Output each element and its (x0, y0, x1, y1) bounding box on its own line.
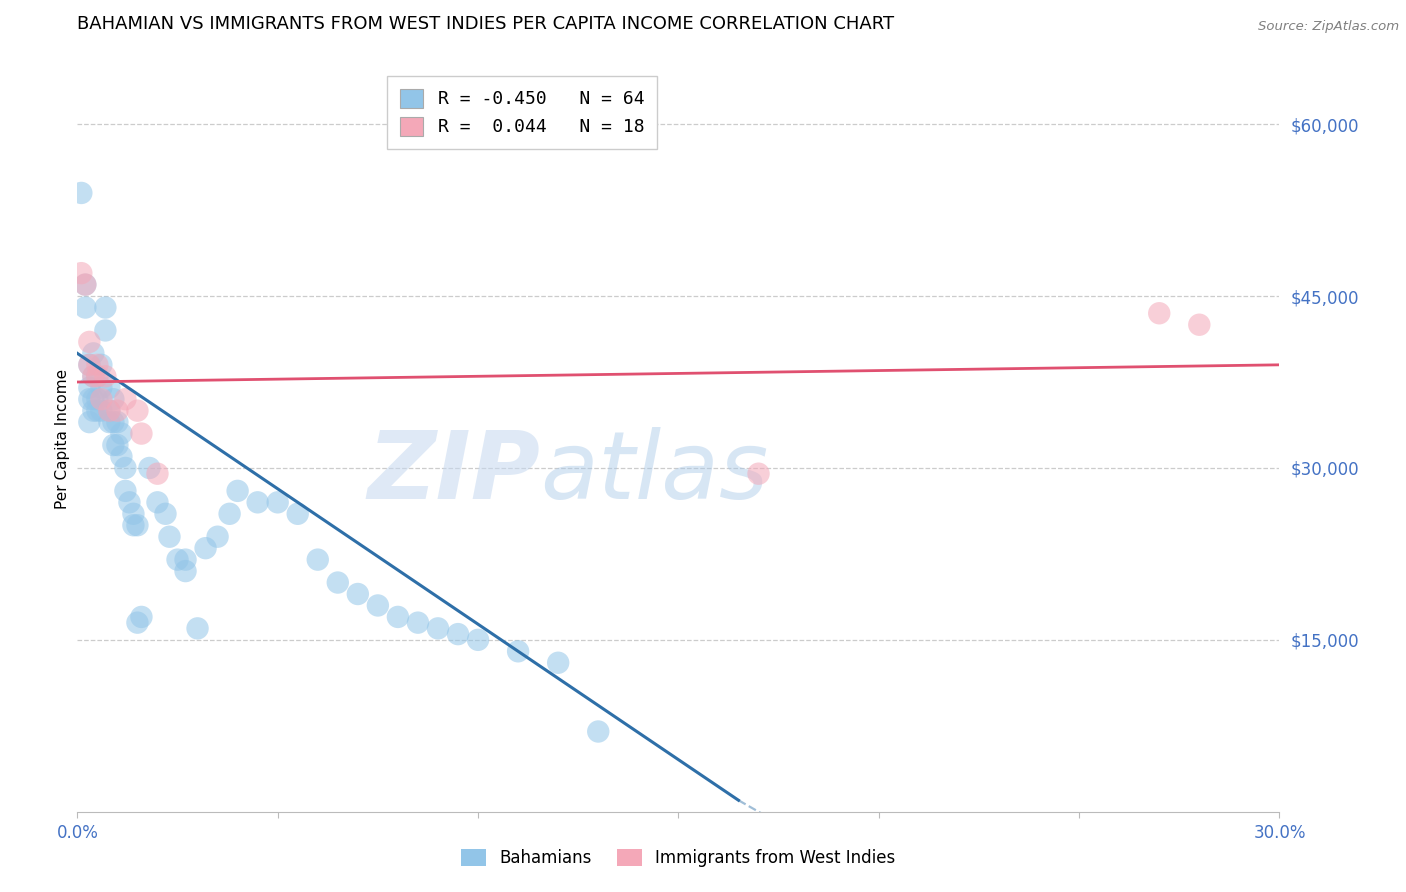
Point (79, 334, 101, 349)
Point (367, 599, 389, 613)
Point (226, 483, 249, 498)
Point (75, 301, 97, 315)
Text: ZIP: ZIP (367, 427, 540, 519)
Point (127, 403, 149, 417)
Point (79, 415, 101, 429)
Point (138, 461, 160, 475)
Point (103, 438, 125, 452)
Point (110, 450, 132, 464)
Point (155, 507, 177, 521)
Point (70, 266, 93, 280)
Point (118, 495, 141, 509)
Y-axis label: Per Capita Income: Per Capita Income (55, 369, 70, 509)
Point (90, 358, 112, 372)
Point (90, 392, 112, 407)
Point (98, 381, 121, 395)
Point (146, 467, 169, 481)
Point (194, 541, 217, 556)
Point (98, 403, 121, 417)
Point (387, 610, 409, 624)
Text: Source: ZipAtlas.com: Source: ZipAtlas.com (1258, 20, 1399, 33)
Point (114, 461, 136, 475)
Point (547, 656, 569, 670)
Point (70, 186, 93, 200)
Point (146, 495, 169, 509)
Point (131, 426, 153, 441)
Legend: Bahamians, Immigrants from West Indies: Bahamians, Immigrants from West Indies (454, 843, 903, 874)
Point (347, 587, 370, 601)
Point (174, 564, 197, 578)
Point (103, 392, 125, 407)
Point (98, 415, 121, 429)
Point (122, 507, 145, 521)
Point (131, 610, 153, 624)
Point (114, 483, 136, 498)
Point (127, 518, 149, 533)
Point (588, 724, 610, 739)
Point (207, 530, 229, 544)
Point (94, 301, 117, 315)
Point (82, 392, 104, 407)
Point (86, 392, 108, 407)
Point (267, 495, 290, 509)
Point (82, 369, 104, 384)
Point (82, 346, 104, 360)
Point (86, 358, 108, 372)
Point (82, 403, 104, 417)
Point (79, 358, 101, 372)
Point (218, 507, 240, 521)
Point (90, 403, 112, 417)
Point (159, 530, 181, 544)
Point (287, 507, 309, 521)
Point (98, 403, 121, 417)
Point (127, 615, 149, 630)
Point (166, 552, 188, 566)
Point (1188, 318, 1211, 332)
Point (246, 495, 269, 509)
Point (187, 621, 209, 635)
Point (110, 426, 132, 441)
Point (326, 575, 349, 590)
Point (86, 403, 108, 417)
Point (467, 632, 489, 647)
Point (79, 381, 101, 395)
Point (1149, 306, 1171, 320)
Point (427, 621, 450, 635)
Point (82, 369, 104, 384)
Point (107, 403, 129, 417)
Point (103, 415, 125, 429)
Point (79, 358, 101, 372)
Point (90, 381, 112, 395)
Point (75, 277, 97, 292)
Point (447, 627, 470, 641)
Text: atlas: atlas (540, 427, 769, 518)
Point (75, 277, 97, 292)
Point (107, 438, 129, 452)
Point (406, 615, 429, 630)
Text: BAHAMIAN VS IMMIGRANTS FROM WEST INDIES PER CAPITA INCOME CORRELATION CHART: BAHAMIAN VS IMMIGRANTS FROM WEST INDIES … (77, 15, 894, 33)
Point (86, 369, 108, 384)
Point (107, 415, 129, 429)
Point (79, 392, 101, 407)
Point (122, 518, 145, 533)
Point (307, 552, 329, 566)
Point (86, 369, 108, 384)
Point (114, 392, 136, 407)
Point (748, 467, 770, 481)
Point (174, 552, 197, 566)
Point (94, 369, 117, 384)
Point (508, 644, 530, 658)
Point (94, 323, 117, 337)
